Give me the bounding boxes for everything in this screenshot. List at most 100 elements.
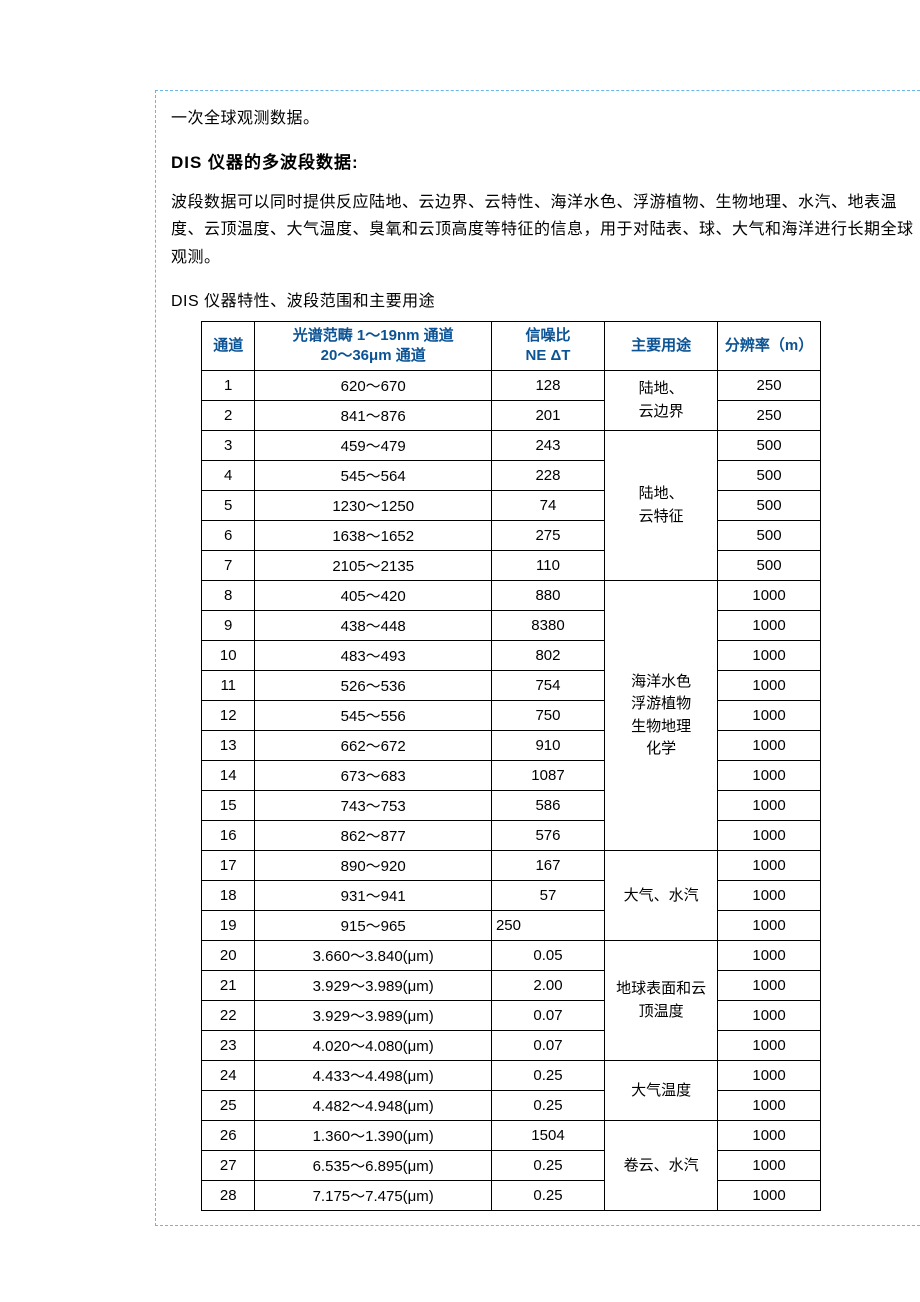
cell-resolution: 500 (718, 431, 821, 461)
table-row: 13662～6729101000 (202, 731, 821, 761)
cell-resolution: 1000 (718, 671, 821, 701)
cell-channel: 14 (202, 761, 255, 791)
cell-channel: 16 (202, 821, 255, 851)
cell-range: 483～493 (255, 641, 491, 671)
cell-snr: 1504 (491, 1121, 604, 1151)
cell-channel: 1 (202, 371, 255, 401)
cell-resolution: 1000 (718, 731, 821, 761)
header-channel: 通道 (202, 321, 255, 371)
cell-channel: 8 (202, 581, 255, 611)
cell-snr: 110 (491, 551, 604, 581)
cell-range: 545～556 (255, 701, 491, 731)
cell-range: 1638～1652 (255, 521, 491, 551)
cell-channel: 28 (202, 1181, 255, 1211)
cell-usage: 大气温度 (605, 1061, 718, 1121)
table-row: 2841～876201250 (202, 401, 821, 431)
section-heading: DIS 仪器的多波段数据: (171, 148, 914, 173)
table-row: 234.020～4.080(μm)0.07 1000 (202, 1031, 821, 1061)
cell-channel: 19 (202, 911, 255, 941)
cell-snr: 228 (491, 461, 604, 491)
table-row: 17890～920167大气、水汽1000 (202, 851, 821, 881)
header-usage: 主要用途 (605, 321, 718, 371)
cell-resolution: 250 (718, 401, 821, 431)
cell-range: 7.175～7.475(μm) (255, 1181, 491, 1211)
cell-snr: 1087 (491, 761, 604, 791)
cell-snr: 0.25 (491, 1061, 604, 1091)
table-row: 287.175～7.475(μm)0.251000 (202, 1181, 821, 1211)
table-row: 1620～670128陆地、云边界250 (202, 371, 821, 401)
table-caption: DIS 仪器特性、波段范围和主要用途 (171, 287, 914, 311)
cell-resolution: 1000 (718, 1181, 821, 1211)
cell-channel: 2 (202, 401, 255, 431)
cell-resolution: 1000 (718, 1001, 821, 1031)
cell-channel: 15 (202, 791, 255, 821)
cell-snr: 754 (491, 671, 604, 701)
cell-snr: 0.07 (491, 1031, 604, 1061)
table-row: 19915～9652501000 (202, 911, 821, 941)
cell-resolution: 1000 (718, 971, 821, 1001)
table-header-row: 通道 光谱范畴 1～19nm 通道20～36μm 通道 信噪比NE ΔT 主要用… (202, 321, 821, 371)
cell-snr: 586 (491, 791, 604, 821)
cell-snr: 57 (491, 881, 604, 911)
header-resolution: 分辨率（m） (718, 321, 821, 371)
cell-snr: 576 (491, 821, 604, 851)
paragraph-intro: 一次全球观测数据。 (171, 105, 914, 132)
cell-resolution: 1000 (718, 761, 821, 791)
cell-usage: 陆地、云边界 (605, 371, 718, 431)
cell-resolution: 1000 (718, 851, 821, 881)
paragraph-description: 波段数据可以同时提供反应陆地、云边界、云特性、海洋水色、浮游植物、生物地理、水汽… (171, 189, 914, 271)
cell-channel: 27 (202, 1151, 255, 1181)
table-row: 276.535～6.895(μm)0.251000 (202, 1151, 821, 1181)
cell-resolution: 1000 (718, 1121, 821, 1151)
cell-channel: 12 (202, 701, 255, 731)
cell-resolution: 500 (718, 551, 821, 581)
table-row: 203.660～3.840(μm)0.05地球表面和云顶温度1000 (202, 941, 821, 971)
cell-range: 438～448 (255, 611, 491, 641)
cell-channel: 23 (202, 1031, 255, 1061)
cell-channel: 10 (202, 641, 255, 671)
cell-range: 3.929～3.989(μm) (255, 971, 491, 1001)
cell-snr: 750 (491, 701, 604, 731)
table-row: 72105～2135110500 (202, 551, 821, 581)
cell-range: 4.020～4.080(μm) (255, 1031, 491, 1061)
table-body: 1620～670128陆地、云边界2502841～8762012503459～4… (202, 371, 821, 1211)
cell-channel: 20 (202, 941, 255, 971)
cell-range: 915～965 (255, 911, 491, 941)
cell-range: 3.929～3.989(μm) (255, 1001, 491, 1031)
table-row: 9438～44883801000 (202, 611, 821, 641)
cell-resolution: 1000 (718, 911, 821, 941)
cell-channel: 21 (202, 971, 255, 1001)
cell-usage: 卷云、水汽 (605, 1121, 718, 1211)
cell-range: 545～564 (255, 461, 491, 491)
table-row: 8405～420880海洋水色浮游植物生物地理化学1000 (202, 581, 821, 611)
cell-snr: 243 (491, 431, 604, 461)
table-row: 213.929～3.989(μm)2.001000 (202, 971, 821, 1001)
cell-snr: 74 (491, 491, 604, 521)
cell-channel: 18 (202, 881, 255, 911)
cell-resolution: 1000 (718, 611, 821, 641)
table-row: 10483～4938021000 (202, 641, 821, 671)
cell-range: 3.660～3.840(μm) (255, 941, 491, 971)
cell-resolution: 1000 (718, 881, 821, 911)
cell-resolution: 1000 (718, 1031, 821, 1061)
table-row: 51230～125074500 (202, 491, 821, 521)
cell-usage: 大气、水汽 (605, 851, 718, 941)
cell-snr: 0.25 (491, 1091, 604, 1121)
cell-channel: 6 (202, 521, 255, 551)
cell-channel: 3 (202, 431, 255, 461)
cell-resolution: 1000 (718, 941, 821, 971)
cell-channel: 5 (202, 491, 255, 521)
table-row: 61638～1652275500 (202, 521, 821, 551)
cell-channel: 26 (202, 1121, 255, 1151)
cell-snr: 802 (491, 641, 604, 671)
cell-resolution: 500 (718, 461, 821, 491)
cell-range: 841～876 (255, 401, 491, 431)
cell-resolution: 1000 (718, 581, 821, 611)
table-row: 223.929～3.989(μm)0.071000 (202, 1001, 821, 1031)
cell-snr: 0.07 (491, 1001, 604, 1031)
cell-resolution: 250 (718, 371, 821, 401)
cell-range: 890～920 (255, 851, 491, 881)
cell-range: 4.433～4.498(μm) (255, 1061, 491, 1091)
cell-range: 620～670 (255, 371, 491, 401)
cell-channel: 11 (202, 671, 255, 701)
